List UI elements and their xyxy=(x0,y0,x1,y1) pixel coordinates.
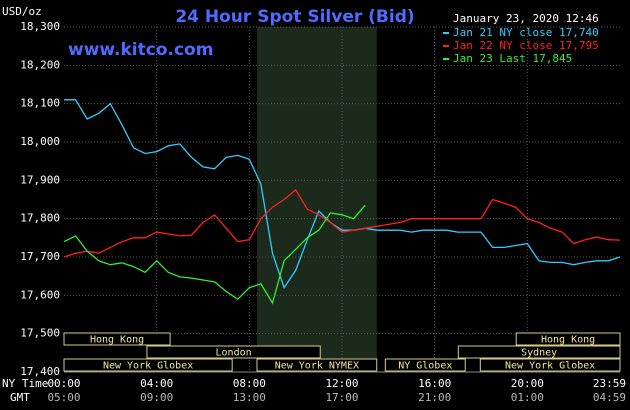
session-label: NY Globex xyxy=(398,361,452,372)
legend-label: Jan 21 NY close 17,740 xyxy=(453,26,599,39)
y-tick-label: 17,900 xyxy=(20,173,60,186)
site-url: www.kitco.com xyxy=(68,40,213,60)
x-tick-label: 16:00 xyxy=(418,377,451,390)
y-tick-label: 17,600 xyxy=(20,288,60,301)
session-label: Sydney xyxy=(521,348,557,359)
x2-tick-label: 09:00 xyxy=(140,391,173,404)
session-label: New York NYMEX xyxy=(275,361,359,372)
timestamp: January 23, 2020 12:46 xyxy=(453,12,599,25)
session-label: New York Globex xyxy=(505,361,595,372)
x2-tick-label: 21:00 xyxy=(418,391,451,404)
session-box xyxy=(515,332,621,346)
y-tick-label: 18,100 xyxy=(20,97,60,110)
session-box xyxy=(479,358,621,372)
x2-tick-label: 04:59 xyxy=(593,391,626,404)
x-tick-label: 04:00 xyxy=(140,377,173,390)
chart-title: 24 Hour Spot Silver (Bid) xyxy=(175,7,414,27)
x2-tick-label: 01:00 xyxy=(511,391,544,404)
session-label: London xyxy=(216,348,252,359)
y-tick-label: 18,300 xyxy=(20,20,60,33)
background xyxy=(64,26,620,373)
x-tick-label: 23:59 xyxy=(593,377,626,390)
series-line xyxy=(63,204,366,305)
x2-label: GMT xyxy=(10,391,30,404)
x-tick-label: 08:00 xyxy=(233,377,266,390)
x-tick-label: 00:00 xyxy=(47,377,80,390)
x-tick-label: 12:00 xyxy=(325,377,358,390)
series-line xyxy=(64,99,621,290)
y-tick-label: 17,400 xyxy=(20,365,60,378)
x2-tick-label: 05:00 xyxy=(47,391,80,404)
series-line xyxy=(63,188,621,258)
x2-tick-label: 13:00 xyxy=(233,391,266,404)
highlight-band xyxy=(256,27,377,372)
y-tick-label: 17,500 xyxy=(20,327,60,340)
legend-label: Jan 23 Last 17,845 xyxy=(453,52,572,65)
y-tick-label: 17,800 xyxy=(20,212,60,225)
y-unit: USD/oz xyxy=(2,5,42,18)
session-box xyxy=(63,332,171,346)
session-label: Hong Kong xyxy=(541,335,595,346)
session-box xyxy=(256,358,378,372)
x-tick-label: 20:00 xyxy=(511,377,544,390)
y-tick-label: 17,700 xyxy=(20,250,60,263)
y-tick-label: 18,200 xyxy=(20,58,60,71)
x2-tick-label: 17:00 xyxy=(325,391,358,404)
session-label: Hong Kong xyxy=(90,335,144,346)
session-box xyxy=(384,358,466,372)
session-box xyxy=(457,345,621,359)
legend-label: Jan 22 NY close 17,795 xyxy=(453,39,599,52)
y-tick-label: 18,000 xyxy=(20,135,60,148)
session-box xyxy=(146,345,321,359)
x-label: NY Time xyxy=(2,377,48,390)
session-box xyxy=(63,358,233,372)
session-label: New York Globex xyxy=(103,361,193,372)
